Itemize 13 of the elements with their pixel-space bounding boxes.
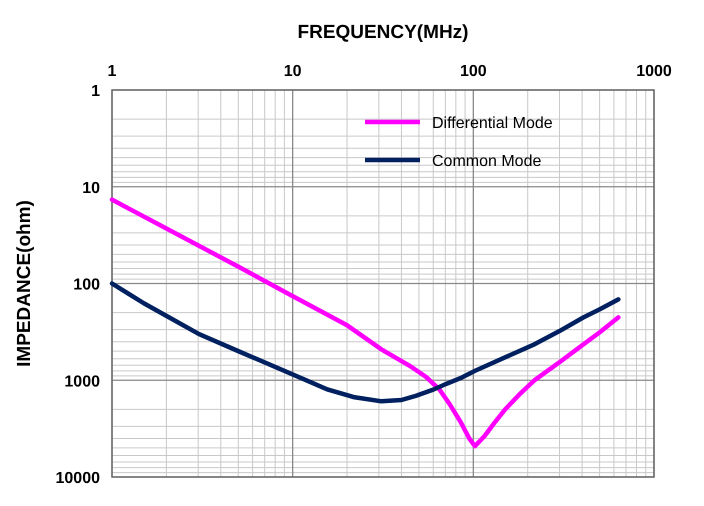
y-tick-label: 100 — [73, 276, 100, 294]
x-tick-label: 10 — [284, 63, 302, 80]
x-axis-title: FREQUENCY(MHz) — [298, 22, 468, 43]
y-tick-label: 1 — [91, 83, 100, 100]
x-tick-label: 1 — [108, 63, 117, 80]
legend-label: Differential Mode — [432, 115, 553, 132]
y-tick-label: 10000 — [56, 470, 100, 487]
y-axis-title: IMPEDANCE(ohm) — [14, 200, 35, 367]
legend-label: Common Mode — [432, 153, 542, 170]
x-tick-label: 100 — [460, 63, 487, 80]
y-tick-label: 10 — [82, 180, 100, 197]
y-tick-label: 1000 — [64, 373, 100, 390]
x-tick-label: 1000 — [636, 63, 672, 80]
